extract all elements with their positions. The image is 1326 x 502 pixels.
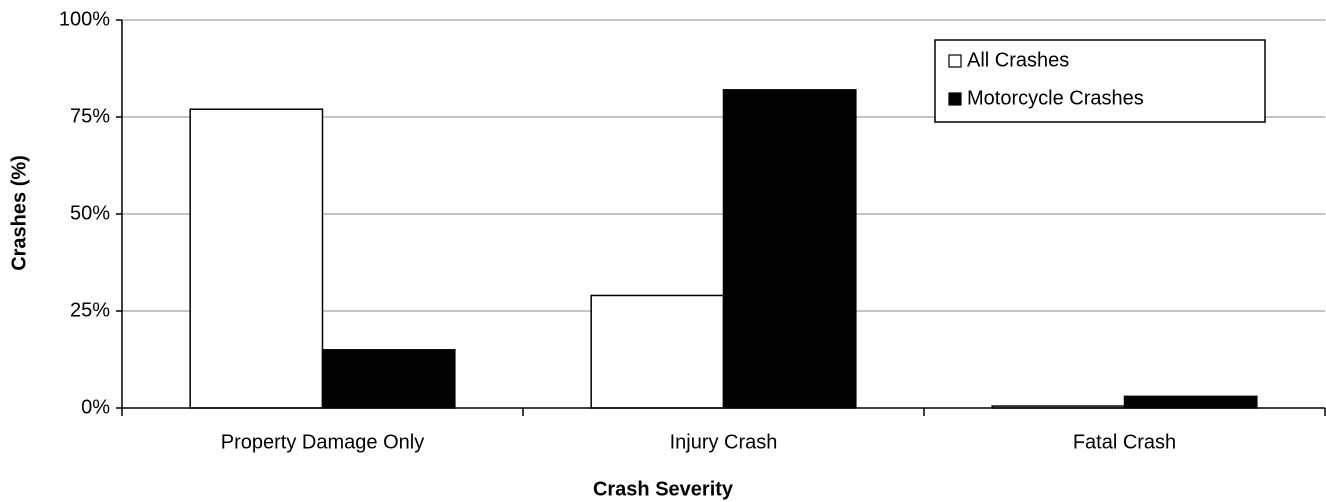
- legend-label: All Crashes: [967, 49, 1069, 71]
- y-tick-label: 100%: [59, 8, 110, 30]
- y-tick-label: 0%: [81, 396, 110, 418]
- y-axis-title: Crashes (%): [8, 155, 30, 271]
- x-tick-label: Injury Crash: [670, 431, 778, 453]
- bar: [321, 349, 456, 409]
- y-tick-label: 50%: [70, 202, 110, 224]
- x-tick-label: Fatal Crash: [1073, 431, 1176, 453]
- legend-marker: [948, 54, 962, 68]
- bar: [189, 108, 324, 409]
- bar: [590, 294, 725, 409]
- legend-box: [934, 39, 1266, 123]
- x-axis-title: Crash Severity: [593, 478, 734, 500]
- legend-label: Motorcycle Crashes: [967, 87, 1144, 109]
- x-tick-label: Property Damage Only: [221, 431, 424, 453]
- bar: [722, 89, 857, 409]
- y-tick-label: 25%: [70, 299, 110, 321]
- legend-marker: [948, 92, 962, 106]
- bar: [1123, 395, 1258, 409]
- y-tick-label: 75%: [70, 105, 110, 127]
